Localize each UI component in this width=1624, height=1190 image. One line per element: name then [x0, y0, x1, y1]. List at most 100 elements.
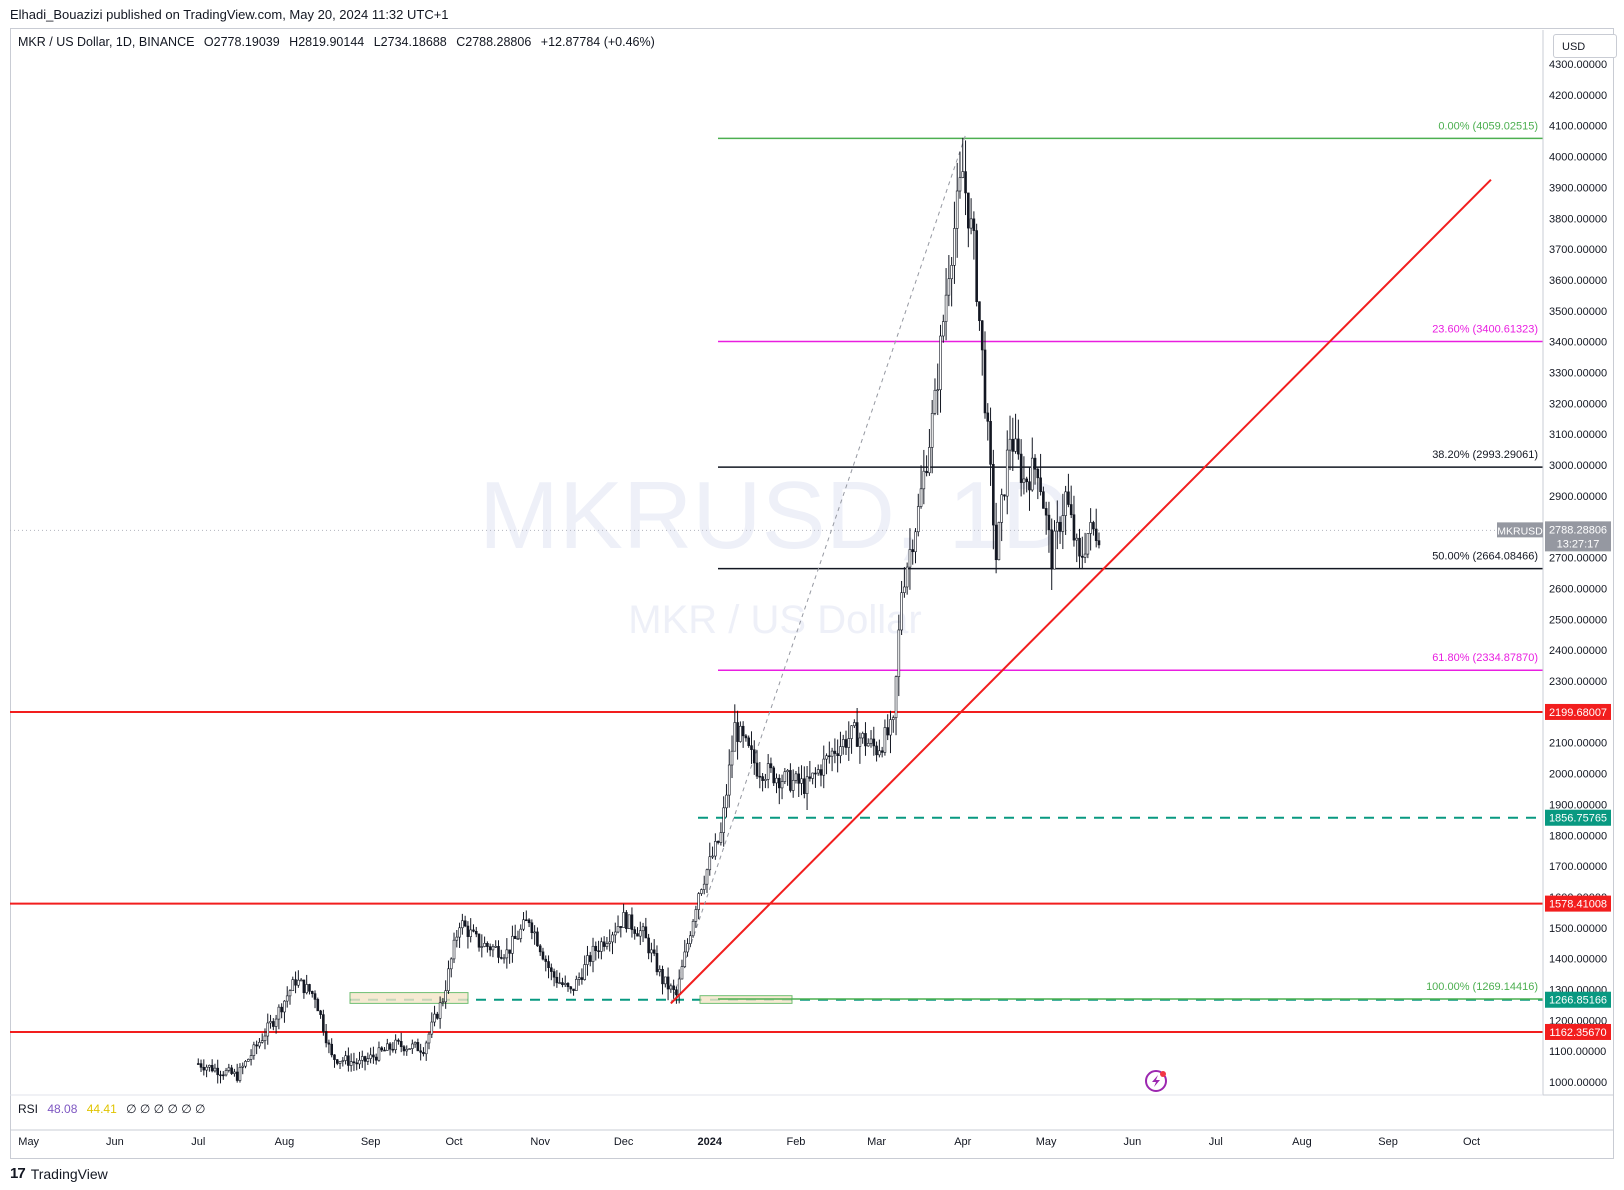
candle-body [880, 750, 884, 753]
price-tick-label: 3400.00000 [1549, 337, 1607, 349]
fib-diagonal [670, 134, 967, 1004]
candle-body [891, 717, 895, 720]
candle-body [636, 933, 639, 937]
price-badges: 2199.68007 1856.75765 1578.41008 1266.85166… [1497, 521, 1611, 1040]
symbol-legend: MKR / US Dollar, 1D, BINANCE O2778.19039… [18, 35, 661, 49]
candle-body [538, 945, 542, 953]
candle-body [216, 1067, 220, 1076]
legend-change: +12.87784 (+0.46%) [540, 35, 655, 49]
legend-close: C2788.28806 [456, 35, 532, 49]
watermark: MKRUSD, 1D MKR / US Dollar [479, 462, 1071, 642]
footer[interactable]: 17 TradingView [10, 1165, 108, 1182]
candle-body [349, 1061, 353, 1066]
candle-body [625, 912, 628, 929]
time-tick-label: Apr [954, 1136, 971, 1148]
rsi-legend[interactable]: RSI 48.08 44.41 ∅ ∅ ∅ ∅ ∅ ∅ [18, 1102, 206, 1116]
candle-body [725, 794, 728, 809]
tradingview-logo-icon: 17 [10, 1165, 26, 1182]
candle-body [611, 934, 614, 943]
candle-body [499, 957, 503, 959]
candle-body [391, 1048, 395, 1051]
candle-body [591, 945, 595, 962]
candle-body [633, 929, 637, 934]
candle-body [836, 753, 839, 757]
candle-body [758, 775, 762, 778]
candle-body [352, 1061, 356, 1064]
watermark-symbol: MKRUSD, 1D [479, 462, 1071, 569]
price-tick-label: 2600.00000 [1549, 583, 1607, 595]
candle-body [441, 1001, 445, 1004]
candle-body [630, 914, 634, 930]
candle-body [872, 738, 876, 747]
candle-body [686, 943, 689, 953]
candle-body [805, 776, 809, 794]
candle-body [408, 1048, 411, 1050]
level-badge-label: 2199.68007 [1549, 707, 1607, 719]
candle-body [1003, 494, 1006, 497]
candle-body [419, 1050, 422, 1053]
candle-body [513, 935, 517, 939]
candle-body [1083, 553, 1087, 558]
candle-body [1017, 438, 1020, 455]
current-price-badge [1545, 521, 1611, 552]
price-tick-label: 4100.00000 [1549, 121, 1607, 133]
candle-body [922, 470, 926, 490]
candle-body [897, 629, 901, 677]
candle-body [933, 389, 937, 414]
trendline-group [670, 178, 1492, 1005]
chart-frame [10, 28, 1614, 1159]
lightning-icon[interactable] [1145, 1070, 1167, 1092]
candle-body [374, 1056, 378, 1061]
candle-body [327, 1042, 331, 1045]
candle-body [322, 1014, 325, 1032]
candle-body [619, 926, 623, 928]
candle-body [669, 985, 673, 990]
candle-body [608, 941, 612, 944]
time-tick-label: Sep [361, 1136, 381, 1148]
price-tick-label: 2700.00000 [1549, 553, 1607, 565]
candle-body [647, 937, 650, 954]
candle-body [272, 1021, 275, 1027]
candle-body [691, 920, 695, 937]
time-tick-label: Oct [445, 1136, 462, 1148]
price-tick-label: 1500.00000 [1549, 923, 1607, 935]
candle-body [1097, 540, 1101, 546]
candle-body [516, 938, 520, 940]
candle-body [208, 1064, 211, 1068]
symbol-badge [1497, 522, 1543, 538]
candle-body [786, 770, 789, 773]
candle-body [580, 977, 584, 980]
candle-body [480, 946, 484, 948]
candle-body [761, 776, 764, 781]
candle-body [202, 1067, 206, 1071]
candle-body [458, 927, 461, 938]
candles [196, 137, 1101, 1084]
candle-body [397, 1039, 400, 1042]
level-badge-label: 1162.35670 [1549, 1027, 1606, 1039]
candle-body [335, 1059, 339, 1064]
price-tick-label: 3700.00000 [1549, 244, 1607, 256]
candle-body [249, 1055, 253, 1060]
candle-body [972, 218, 976, 231]
rsi-empty-values: ∅ ∅ ∅ ∅ ∅ ∅ [126, 1102, 206, 1116]
candle-body [613, 931, 617, 936]
candle-body [780, 781, 784, 789]
candle-body [588, 955, 592, 962]
candle-body [853, 722, 856, 727]
candle-body [452, 939, 456, 960]
candle-body [736, 722, 739, 742]
candle-body [839, 746, 842, 757]
candle-body [739, 725, 742, 742]
currency-button[interactable]: USD [1553, 34, 1617, 58]
candle-body [258, 1042, 261, 1047]
candle-body [875, 745, 878, 756]
candle-body [672, 985, 675, 991]
candle-body [569, 986, 573, 990]
candle-body [469, 929, 473, 937]
candle-body [747, 737, 751, 746]
rsi-label: RSI [18, 1102, 39, 1116]
candle-body [1028, 481, 1031, 491]
candle-body [800, 778, 803, 784]
legend-high: H2819.90144 [289, 35, 365, 49]
